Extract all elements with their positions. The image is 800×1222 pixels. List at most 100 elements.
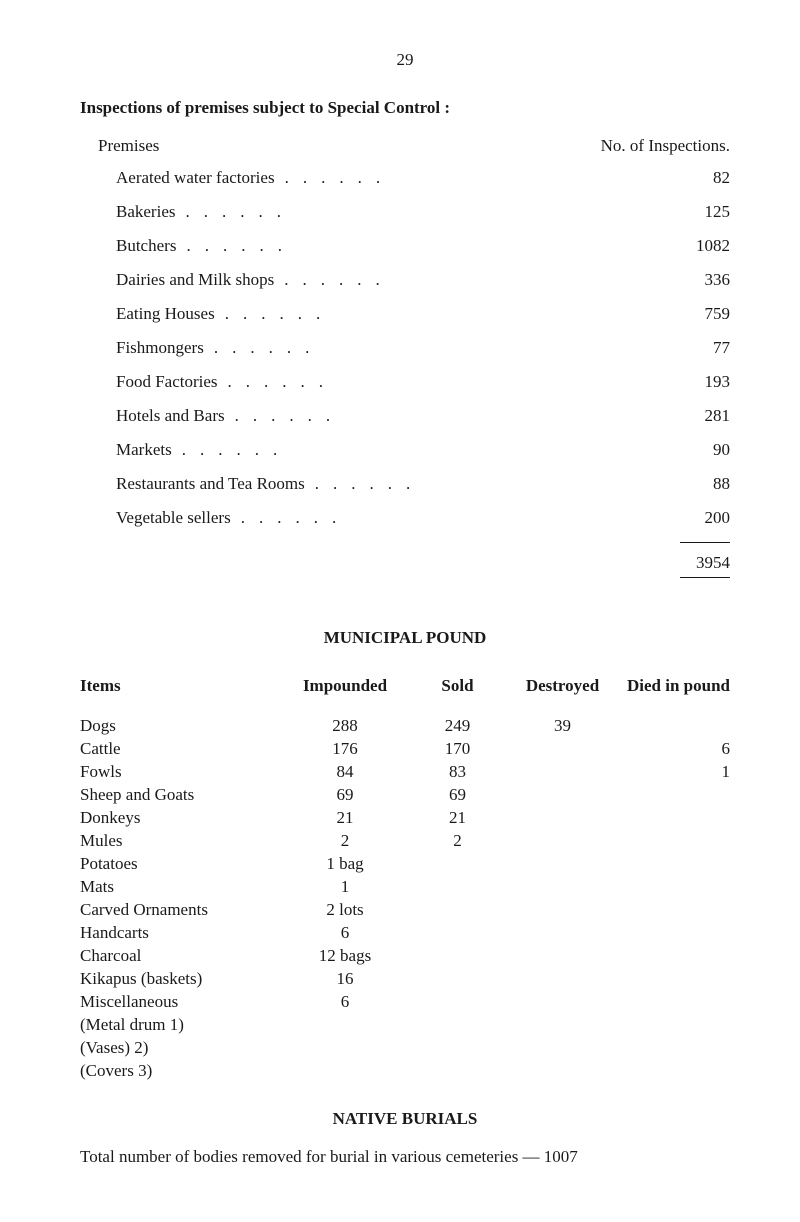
inspection-value: 336 (675, 270, 730, 290)
pound-cell-items: Mats (80, 877, 280, 897)
pound-cell-items: (Vases) 2) (80, 1038, 280, 1058)
pound-cell-items: (Covers 3) (80, 1061, 280, 1081)
pound-cell-destroyed (505, 923, 620, 943)
inspection-value: 88 (675, 474, 730, 494)
pound-cell-died (620, 946, 730, 966)
inspection-label: Hotels and Bars (116, 406, 225, 426)
pound-cell-impounded: 6 (280, 923, 410, 943)
pound-table: Items Impounded Sold Destroyed Died in p… (80, 676, 730, 1081)
leader-dots: ...... (285, 168, 665, 188)
inspection-row: Bakeries......125 (80, 202, 730, 222)
pound-cell-died (620, 900, 730, 920)
pound-cell-impounded: 12 bags (280, 946, 410, 966)
inspection-value: 281 (675, 406, 730, 426)
pound-row: Mules22 (80, 831, 730, 851)
pound-cell-sold (410, 992, 505, 1012)
pound-cell-items: Kikapus (baskets) (80, 969, 280, 989)
inspection-row: Dairies and Milk shops......336 (80, 270, 730, 290)
pound-cell-impounded: 6 (280, 992, 410, 1012)
pound-cell-sold (410, 969, 505, 989)
inspection-value: 82 (675, 168, 730, 188)
pound-cell-died (620, 716, 730, 736)
pound-cell-died (620, 785, 730, 805)
inspection-row: Vegetable sellers......200 (80, 508, 730, 528)
pound-cell-destroyed (505, 854, 620, 874)
header-items: Items (80, 676, 280, 696)
pound-cell-sold (410, 1015, 505, 1035)
pound-row: (Metal drum 1) (80, 1015, 730, 1035)
pound-cell-died (620, 831, 730, 851)
pound-cell-sold: 170 (410, 739, 505, 759)
pound-cell-destroyed (505, 877, 620, 897)
inspection-label: Butchers (116, 236, 176, 256)
pound-cell-destroyed: 39 (505, 716, 620, 736)
inspection-value: 77 (675, 338, 730, 358)
inspection-header: Premises No. of Inspections. (80, 136, 730, 156)
pound-cell-destroyed (505, 808, 620, 828)
inspection-label: Eating Houses (116, 304, 215, 324)
pound-cell-items: Potatoes (80, 854, 280, 874)
pound-cell-destroyed (505, 1038, 620, 1058)
inspection-row: Restaurants and Tea Rooms...... 88 (80, 474, 730, 494)
pound-cell-died (620, 923, 730, 943)
leader-dots: ...... (228, 372, 665, 392)
inspection-label: Restaurants and Tea Rooms (116, 474, 305, 494)
inspection-row: Food Factories......193 (80, 372, 730, 392)
pound-header: Items Impounded Sold Destroyed Died in p… (80, 676, 730, 696)
pound-cell-sold: 2 (410, 831, 505, 851)
leader-dots: ...... (185, 202, 665, 222)
pound-row: (Covers 3) (80, 1061, 730, 1081)
pound-cell-impounded: 1 (280, 877, 410, 897)
pound-cell-impounded: 1 bag (280, 854, 410, 874)
pound-rows: Dogs28824939Cattle1761706Fowls84831Sheep… (80, 716, 730, 1081)
total-line-top (680, 542, 730, 543)
burials-title: NATIVE BURIALS (80, 1109, 730, 1129)
pound-cell-items: (Metal drum 1) (80, 1015, 280, 1035)
pound-cell-impounded: 2 (280, 831, 410, 851)
total-line-bottom (680, 577, 730, 578)
burials-text: Total number of bodies removed for buria… (80, 1147, 730, 1167)
pound-cell-destroyed (505, 946, 620, 966)
pound-cell-sold (410, 854, 505, 874)
pound-cell-impounded (280, 1015, 410, 1035)
pound-row: (Vases) 2) (80, 1038, 730, 1058)
pound-row: Handcarts6 (80, 923, 730, 943)
inspection-rows: Aerated water factories......82Bakeries.… (80, 168, 730, 528)
pound-cell-died: 1 (620, 762, 730, 782)
pound-cell-impounded: 21 (280, 808, 410, 828)
pound-cell-items: Donkeys (80, 808, 280, 828)
pound-cell-items: Fowls (80, 762, 280, 782)
pound-cell-sold (410, 1061, 505, 1081)
pound-cell-items: Handcarts (80, 923, 280, 943)
leader-dots: ...... (284, 270, 665, 290)
leader-dots: ...... (235, 406, 665, 426)
pound-cell-died (620, 854, 730, 874)
inspection-value: 1082 (675, 236, 730, 256)
inspection-row: Markets......90 (80, 440, 730, 460)
pound-cell-impounded: 288 (280, 716, 410, 736)
pound-cell-sold (410, 923, 505, 943)
pound-title: MUNICIPAL POUND (80, 628, 730, 648)
leader-dots: ...... (315, 474, 665, 494)
pound-cell-died (620, 808, 730, 828)
leader-dots: ...... (241, 508, 665, 528)
pound-cell-destroyed (505, 992, 620, 1012)
inspection-value: 125 (675, 202, 730, 222)
pound-cell-impounded: 84 (280, 762, 410, 782)
pound-cell-sold: 69 (410, 785, 505, 805)
pound-cell-destroyed (505, 1015, 620, 1035)
inspection-value: 193 (675, 372, 730, 392)
pound-cell-impounded: 2 lots (280, 900, 410, 920)
pound-row: Fowls84831 (80, 762, 730, 782)
pound-cell-destroyed (505, 762, 620, 782)
pound-cell-items: Charcoal (80, 946, 280, 966)
pound-cell-items: Carved Ornaments (80, 900, 280, 920)
pound-cell-impounded: 16 (280, 969, 410, 989)
inspection-row: Hotels and Bars...... 281 (80, 406, 730, 426)
pound-cell-died (620, 969, 730, 989)
pound-cell-impounded: 69 (280, 785, 410, 805)
pound-cell-destroyed (505, 785, 620, 805)
no-inspections-header: No. of Inspections. (601, 136, 730, 156)
pound-cell-died (620, 992, 730, 1012)
pound-cell-died (620, 1038, 730, 1058)
